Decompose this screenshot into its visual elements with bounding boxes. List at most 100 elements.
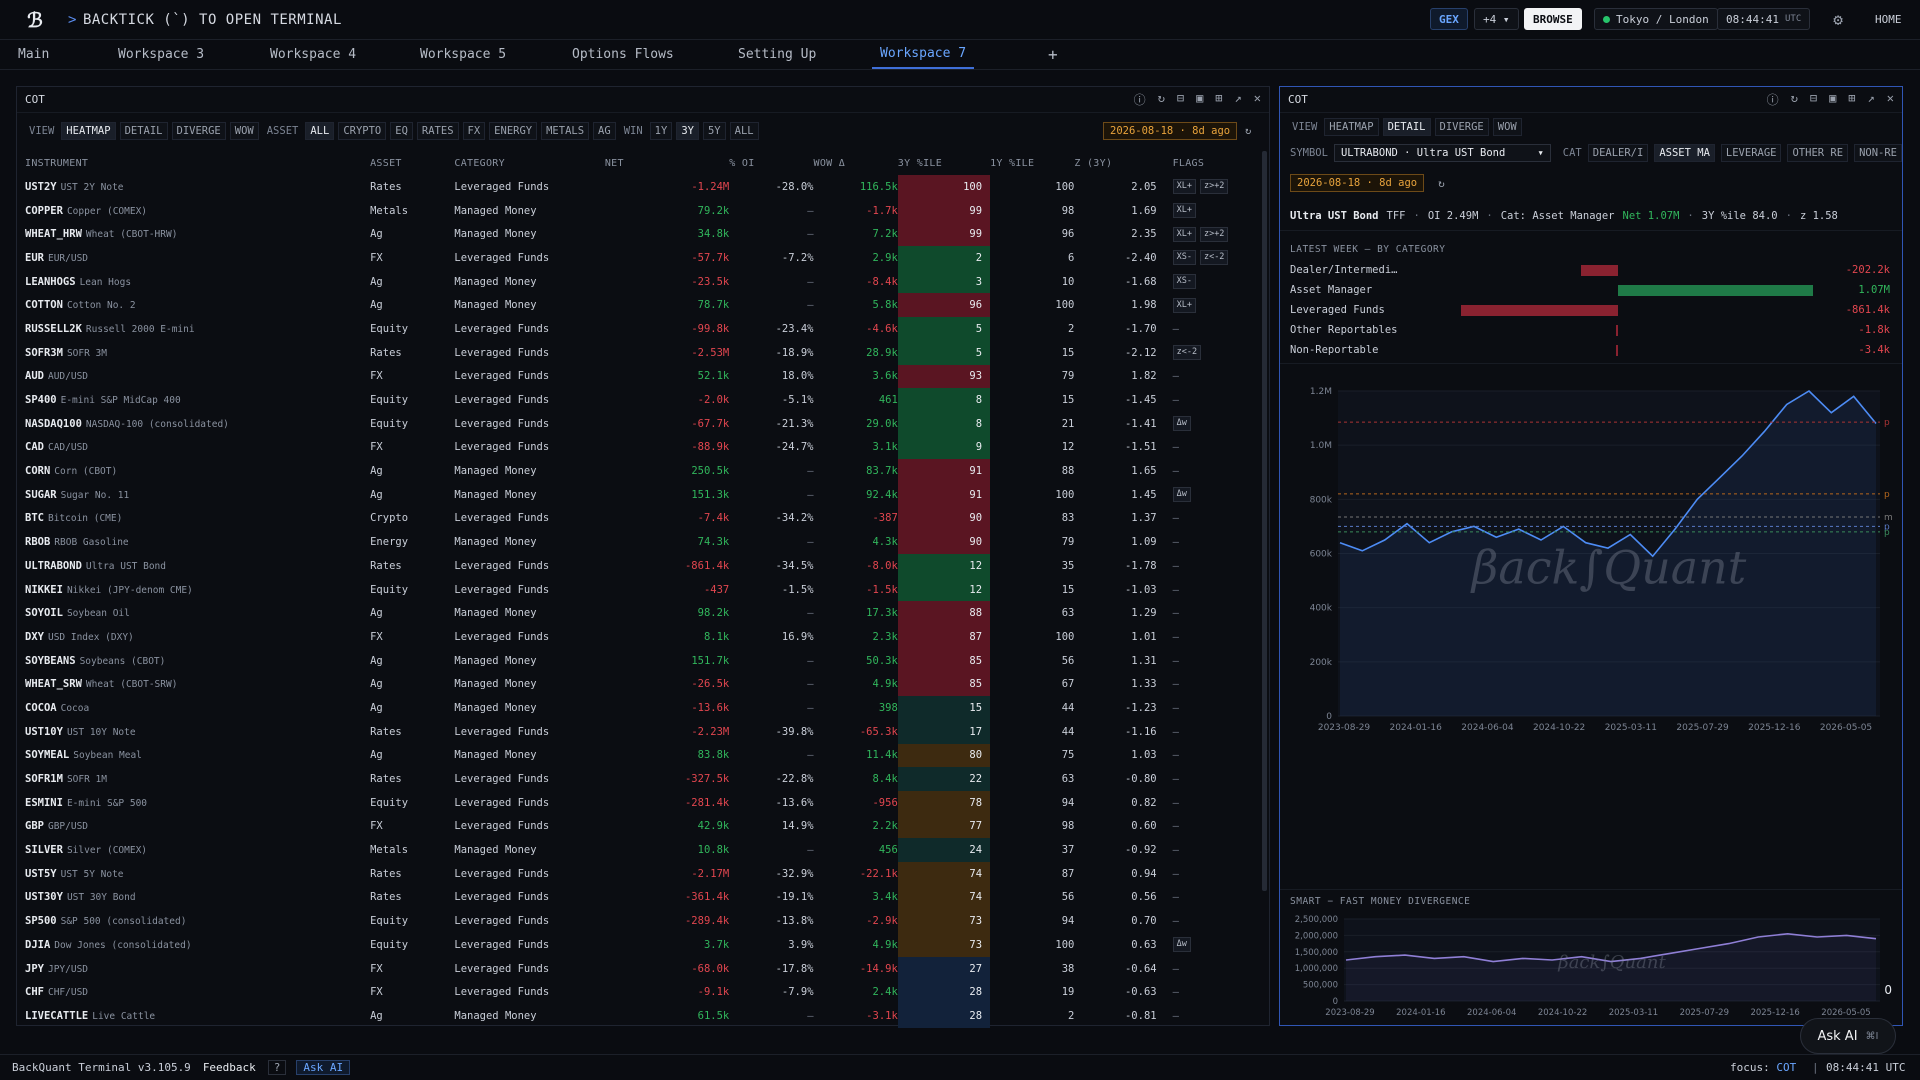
- symbol-select[interactable]: ULTRABOND · Ultra UST Bond ▾: [1333, 144, 1551, 162]
- gear-icon[interactable]: ⚙: [1833, 9, 1843, 29]
- cat-other[interactable]: OTHER RE: [1787, 144, 1849, 162]
- table-row[interactable]: SOFR3M SOFR 3M Rates Leveraged Funds -2.53M -…: [25, 340, 1265, 365]
- col-wow[interactable]: WOW Δ: [813, 157, 846, 169]
- asset-fx[interactable]: FX: [462, 122, 486, 140]
- table-row[interactable]: SOYMEAL Soybean Meal Ag Managed Money 83.8k —…: [25, 743, 1265, 768]
- view-heatmap[interactable]: HEATMAP: [1324, 118, 1379, 136]
- view-wow[interactable]: WOW: [1492, 118, 1522, 136]
- browse-button[interactable]: BROWSE: [1524, 8, 1582, 30]
- cat-dealer[interactable]: DEALER/I: [1587, 144, 1649, 162]
- asset-crypto[interactable]: CRYPTO: [338, 122, 387, 140]
- split-horizontal-icon[interactable]: ⊟: [1809, 91, 1818, 105]
- table-row[interactable]: SOYOIL Soybean Oil Ag Managed Money 98.2k —17…: [25, 601, 1265, 626]
- info-icon[interactable]: ⓘ: [1133, 93, 1146, 107]
- col-instrument[interactable]: INSTRUMENT: [25, 157, 89, 169]
- tab-workspace-3[interactable]: Workspace 3: [118, 46, 205, 62]
- col-category[interactable]: CATEGORY: [454, 157, 505, 169]
- add-tab-icon[interactable]: +: [1048, 44, 1058, 64]
- tab-options-flows[interactable]: Options Flows: [572, 46, 674, 62]
- refresh-icon[interactable]: ↻: [1438, 176, 1445, 190]
- table-row[interactable]: EUR EUR/USD FX Leveraged Funds -57.7k -7.2% 2.…: [25, 246, 1265, 270]
- tab-workspace-7[interactable]: Workspace 7: [872, 39, 975, 69]
- view-detail[interactable]: DETAIL: [1382, 118, 1431, 136]
- tab-main[interactable]: Main: [18, 46, 50, 62]
- table-row[interactable]: WHEAT_HRW Wheat (CBOT-HRW) Ag Managed Money…: [25, 222, 1265, 247]
- col-flags[interactable]: FLAGS: [1172, 157, 1205, 169]
- info-icon[interactable]: ⓘ: [1766, 93, 1779, 107]
- table-row[interactable]: UST30Y UST 30Y Bond Rates Leveraged Funds -3…: [25, 885, 1265, 910]
- cat-leveraged[interactable]: LEVERAGE: [1720, 144, 1782, 162]
- table-row[interactable]: CHF CHF/USD FX Leveraged Funds -9.1k -7.9% 2.4…: [25, 980, 1265, 1005]
- asset-metals[interactable]: METALS: [541, 122, 590, 140]
- table-row[interactable]: NASDAQ100 NASDAQ-100 (consolidated) Equity…: [25, 411, 1265, 436]
- view-heatmap[interactable]: HEATMAP: [61, 122, 116, 140]
- tab-setting-up[interactable]: Setting Up: [738, 46, 817, 62]
- help-button[interactable]: ?: [267, 1060, 287, 1075]
- table-row[interactable]: COTTON Cotton No. 2 Ag Managed Money 78.7k —5…: [25, 293, 1265, 318]
- window-all[interactable]: ALL: [729, 122, 759, 140]
- col-3y-pctile[interactable]: 3Y %ILE: [897, 157, 943, 169]
- refresh-icon[interactable]: ↻: [1245, 125, 1252, 137]
- scrollbar[interactable]: [1262, 151, 1267, 891]
- table-row[interactable]: DJIA Dow Jones (consolidated) Equity Levera…: [25, 933, 1265, 957]
- col-pct-oi[interactable]: % OI: [729, 157, 755, 169]
- table-row[interactable]: WHEAT_SRW Wheat (CBOT-SRW) Ag Managed Money…: [25, 672, 1265, 697]
- table-row[interactable]: SP400 E-mini S&P MidCap 400 Equity Leverage…: [25, 388, 1265, 412]
- table-row[interactable]: COPPER Copper (COMEX) Metals Managed Money 7…: [25, 198, 1265, 223]
- ask-ai-button[interactable]: Ask AI ⌘I: [1800, 1018, 1896, 1054]
- split-vertical-icon[interactable]: ▣: [1196, 91, 1204, 105]
- table-row[interactable]: LIVECATTLE Live Cattle Ag Managed Money 61.5…: [25, 1004, 1265, 1028]
- col-asset[interactable]: ASSET: [370, 157, 402, 169]
- close-icon[interactable]: ✕: [1253, 91, 1261, 105]
- col-1y-pctile[interactable]: 1Y %ILE: [990, 157, 1035, 169]
- status-ask-ai-button[interactable]: Ask AI: [296, 1060, 351, 1075]
- table-row[interactable]: RBOB RBOB Gasoline Energy Managed Money 74.3…: [25, 530, 1265, 554]
- table-row[interactable]: SOYBEANS Soybeans (CBOT) Ag Managed Money 15…: [25, 648, 1265, 673]
- table-row[interactable]: LEANHOGS Lean Hogs Ag Managed Money -23.5k — -…: [25, 269, 1265, 294]
- popout-icon[interactable]: ↗: [1234, 91, 1242, 105]
- tab-workspace-4[interactable]: Workspace 4: [270, 46, 357, 62]
- table-row[interactable]: ULTRABOND Ultra UST Bond Rates Leveraged Fu…: [25, 554, 1265, 578]
- table-row[interactable]: GBP GBP/USD FX Leveraged Funds 42.9k 14.9% 2.2…: [25, 814, 1265, 839]
- table-row[interactable]: ESMINI E-mini S&P 500 Equity Leveraged Fund…: [25, 790, 1265, 815]
- grid-icon[interactable]: ⊞: [1215, 91, 1223, 105]
- table-row[interactable]: UST5Y UST 5Y Note Rates Leveraged Funds -2.1…: [25, 861, 1265, 886]
- table-row[interactable]: SUGAR Sugar No. 11 Ag Managed Money 151.3k —9…: [25, 482, 1265, 507]
- terminal-hint[interactable]: > BACKTICK (`) TO OPEN TERMINAL: [68, 12, 342, 28]
- cat-nonrep[interactable]: NON-RE: [1854, 144, 1902, 162]
- grid-icon[interactable]: ⊞: [1848, 91, 1856, 105]
- col-z[interactable]: Z (3Y): [1074, 157, 1113, 169]
- view-wow[interactable]: WOW: [229, 122, 259, 140]
- window-1y[interactable]: 1Y: [649, 122, 673, 140]
- asset-rates[interactable]: RATES: [416, 122, 459, 140]
- table-row[interactable]: SOFR1M SOFR 1M Rates Leveraged Funds -327.5k…: [25, 767, 1265, 791]
- gex-button[interactable]: GEX: [1430, 8, 1468, 30]
- asset-ag[interactable]: AG: [593, 122, 616, 140]
- table-row[interactable]: SILVER Silver (COMEX) Metals Managed Money 1…: [25, 838, 1265, 862]
- tab-workspace-5[interactable]: Workspace 5: [420, 46, 507, 62]
- table-row[interactable]: SP500 S&P 500 (consolidated) Equity Leverag…: [25, 909, 1265, 933]
- window-5y[interactable]: 5Y: [702, 122, 726, 140]
- asset-energy[interactable]: ENERGY: [489, 122, 538, 140]
- more-workspaces-button[interactable]: +4 ▾: [1474, 8, 1519, 30]
- asset-eq[interactable]: EQ: [390, 122, 413, 140]
- refresh-icon[interactable]: ↻: [1157, 91, 1165, 105]
- table-row[interactable]: DXY USD Index (DXY) FX Leveraged Funds 8.1k 1…: [25, 625, 1265, 649]
- cat-asset-manager[interactable]: ASSET MA: [1654, 144, 1715, 162]
- table-row[interactable]: RUSSELL2K Russell 2000 E-mini Equity Levera…: [25, 317, 1265, 341]
- table-row[interactable]: NIKKEI Nikkei (JPY-denom CME) Equity Levera…: [25, 577, 1265, 602]
- view-diverge[interactable]: DIVERGE: [171, 122, 226, 140]
- table-row[interactable]: UST2Y UST 2Y Note Rates Leveraged Funds -1.2…: [25, 175, 1265, 199]
- view-diverge[interactable]: DIVERGE: [1434, 118, 1489, 136]
- view-detail[interactable]: DETAIL: [119, 122, 168, 140]
- split-horizontal-icon[interactable]: ⊟: [1176, 91, 1185, 105]
- table-row[interactable]: BTC Bitcoin (CME) Crypto Leveraged Funds -7.…: [25, 506, 1265, 531]
- table-row[interactable]: COCOA Cocoa Ag Managed Money -13.6k —398 15 44-…: [25, 696, 1265, 720]
- window-3y[interactable]: 3Y: [676, 122, 699, 140]
- asset-all[interactable]: ALL: [305, 122, 335, 140]
- table-row[interactable]: CORN Corn (CBOT) Ag Managed Money 250.5k —83.…: [25, 459, 1265, 483]
- table-row[interactable]: CAD CAD/USD FX Leveraged Funds -88.9k -24.7% 3…: [25, 435, 1265, 460]
- feedback-link[interactable]: Feedback: [202, 1061, 256, 1074]
- popout-icon[interactable]: ↗: [1867, 91, 1875, 105]
- split-vertical-icon[interactable]: ▣: [1829, 91, 1837, 105]
